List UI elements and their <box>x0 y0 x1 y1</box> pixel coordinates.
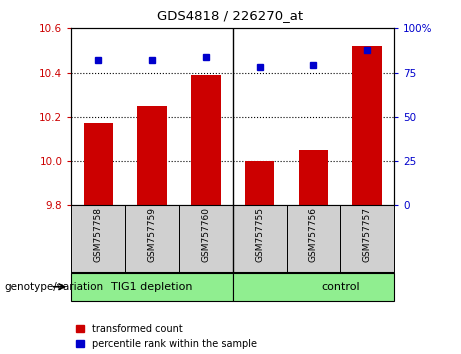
Bar <box>353 46 382 205</box>
Legend: transformed count, percentile rank within the sample: transformed count, percentile rank withi… <box>77 324 257 349</box>
Text: genotype/variation: genotype/variation <box>5 282 104 292</box>
Bar <box>71 273 233 301</box>
Bar <box>83 124 113 205</box>
Text: GSM757760: GSM757760 <box>201 207 210 262</box>
Text: control: control <box>321 282 360 292</box>
Text: GSM757759: GSM757759 <box>148 207 157 262</box>
Bar <box>299 150 328 205</box>
Bar <box>125 205 179 273</box>
Text: GSM757755: GSM757755 <box>255 207 264 262</box>
Text: GSM757757: GSM757757 <box>363 207 372 262</box>
Bar <box>233 205 287 273</box>
Bar <box>191 75 221 205</box>
Text: GSM757758: GSM757758 <box>94 207 103 262</box>
Text: GSM757756: GSM757756 <box>309 207 318 262</box>
Text: TIG1 depletion: TIG1 depletion <box>112 282 193 292</box>
Bar <box>71 205 125 273</box>
Bar <box>233 273 394 301</box>
Bar <box>245 161 274 205</box>
Text: GDS4818 / 226270_at: GDS4818 / 226270_at <box>158 9 303 22</box>
Bar <box>179 205 233 273</box>
Bar <box>340 205 394 273</box>
Bar <box>287 205 340 273</box>
Bar <box>137 106 167 205</box>
